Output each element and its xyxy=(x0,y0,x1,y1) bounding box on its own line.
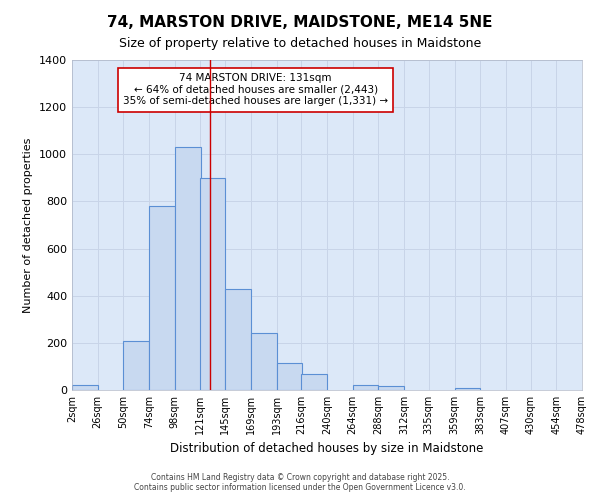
Text: Contains HM Land Registry data © Crown copyright and database right 2025.
Contai: Contains HM Land Registry data © Crown c… xyxy=(134,473,466,492)
Bar xyxy=(199,178,225,390)
Bar xyxy=(72,386,98,390)
Bar xyxy=(455,388,480,390)
Bar xyxy=(225,288,251,390)
X-axis label: Distribution of detached houses by size in Maidstone: Distribution of detached houses by size … xyxy=(170,442,484,456)
Bar xyxy=(353,386,379,390)
Bar xyxy=(251,334,277,390)
Bar xyxy=(379,386,404,390)
Bar xyxy=(149,206,175,390)
Y-axis label: Number of detached properties: Number of detached properties xyxy=(23,138,34,312)
Bar xyxy=(175,147,200,390)
Text: Size of property relative to detached houses in Maidstone: Size of property relative to detached ho… xyxy=(119,38,481,51)
Bar xyxy=(124,340,149,390)
Bar xyxy=(301,374,327,390)
Text: 74, MARSTON DRIVE, MAIDSTONE, ME14 5NE: 74, MARSTON DRIVE, MAIDSTONE, ME14 5NE xyxy=(107,15,493,30)
Text: 74 MARSTON DRIVE: 131sqm
← 64% of detached houses are smaller (2,443)
35% of sem: 74 MARSTON DRIVE: 131sqm ← 64% of detach… xyxy=(123,73,388,106)
Bar xyxy=(277,363,302,390)
